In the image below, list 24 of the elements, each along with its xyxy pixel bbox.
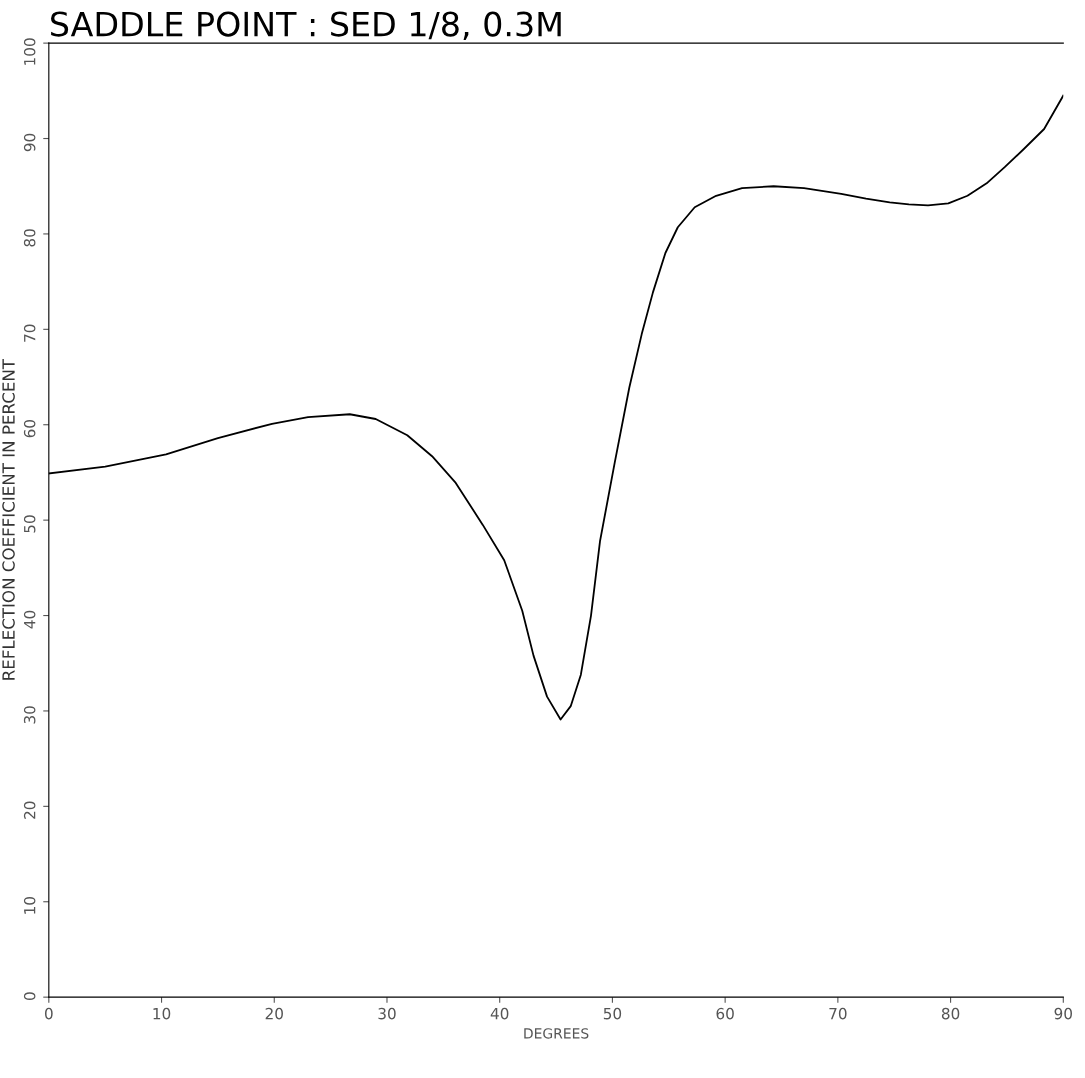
y-tick-label: 50 <box>23 515 36 533</box>
x-tick-label: 70 <box>829 1007 847 1020</box>
y-tick-label: 80 <box>23 229 36 247</box>
x-tick-label: 50 <box>603 1007 622 1020</box>
x-axis-title: DEGREES <box>524 1028 589 1039</box>
x-tick-label: 30 <box>378 1007 396 1020</box>
x-tick-label: 80 <box>941 1007 960 1020</box>
y-tick-label: 40 <box>23 610 36 629</box>
y-tick-label: 10 <box>23 896 36 914</box>
chart-title: SADDLE POINT : SED 1/8, 0.3M <box>51 11 561 41</box>
x-tick-label: 40 <box>490 1007 509 1020</box>
y-tick-label: 90 <box>23 133 36 152</box>
y-tick-label: 60 <box>23 419 36 438</box>
x-tick-label: 0 <box>44 1007 53 1020</box>
y-axis-title: REFLECTION COEFFICIENT IN PERCENT <box>2 358 15 680</box>
x-tick-label: 20 <box>265 1007 283 1020</box>
x-tick-label: 90 <box>1054 1007 1073 1020</box>
x-tick-label: 60 <box>716 1007 734 1020</box>
y-tick-label: 100 <box>23 38 36 65</box>
x-tick-label: 10 <box>153 1007 171 1020</box>
y-tick-label: 20 <box>23 801 36 819</box>
y-tick-label: 30 <box>23 706 36 724</box>
y-tick-label: 0 <box>23 992 36 1001</box>
y-tick-label: 70 <box>23 324 36 342</box>
